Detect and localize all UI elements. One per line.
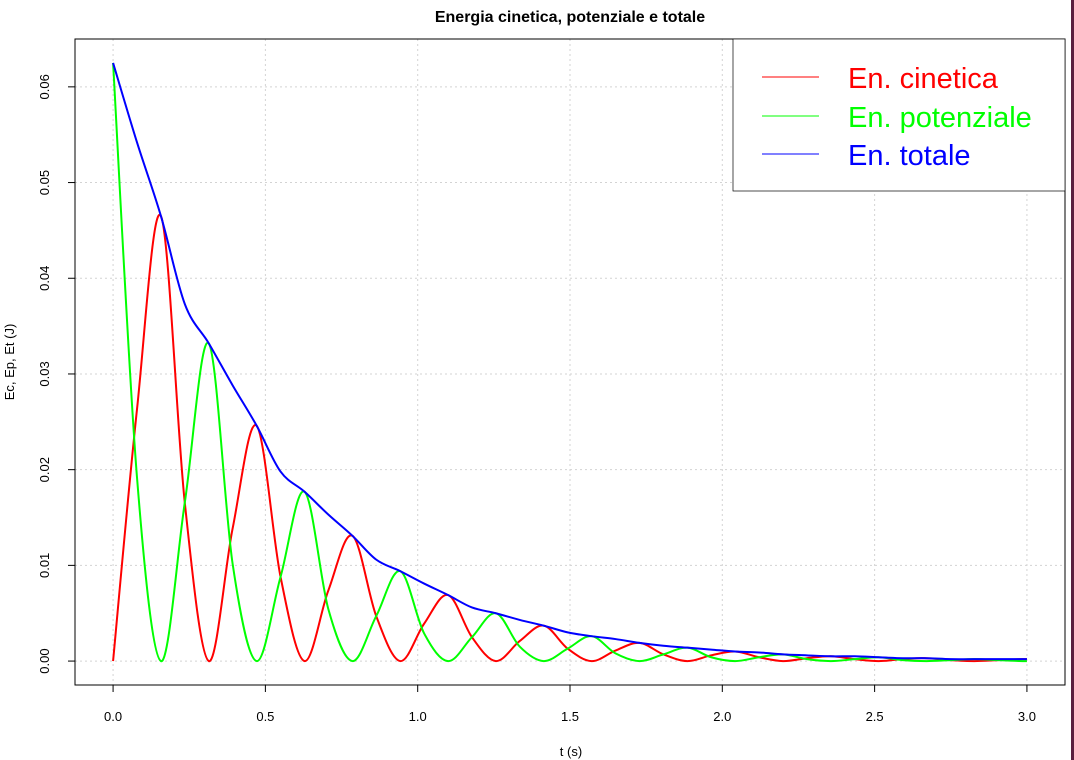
y-tick-label-6: 0.06 <box>37 74 52 99</box>
x-tick-label-2: 1.0 <box>409 709 427 724</box>
y-tick-label-0: 0.00 <box>37 648 52 673</box>
legend-label-totale: En. totale <box>848 140 971 172</box>
x-axis-label: t (s) <box>560 744 582 759</box>
x-tick-label-4: 2.0 <box>713 709 731 724</box>
window-edge <box>1071 0 1074 760</box>
y-tick-label-1: 0.01 <box>37 553 52 578</box>
y-tick-label-2: 0.02 <box>37 457 52 482</box>
series-layer <box>112 62 1027 663</box>
x-tick-label-6: 3.0 <box>1018 709 1036 724</box>
y-tick-label-4: 0.04 <box>37 266 52 291</box>
series-line-2 <box>112 62 1027 661</box>
grid <box>75 39 1065 685</box>
x-tick-label-5: 2.5 <box>866 709 884 724</box>
x-tick-label-1: 0.5 <box>256 709 274 724</box>
x-tick-label-0: 0.0 <box>104 709 122 724</box>
y-tick-label-5: 0.05 <box>37 170 52 195</box>
chart-title: Energia cinetica, potenziale e totale <box>435 9 705 26</box>
legend-box <box>732 38 1066 192</box>
y-tick-label-3: 0.03 <box>37 361 52 386</box>
legend-label-cinetica: En. cinetica <box>848 63 999 95</box>
legend-label-potenziale: En. potenziale <box>848 102 1032 134</box>
series-line-0 <box>112 213 1027 663</box>
x-axis: 0.0 0.5 1.0 1.5 2.0 2.5 3.0 <box>104 684 1036 724</box>
y-axis: 0.00 0.01 0.02 0.03 0.04 0.05 0.06 <box>37 74 76 674</box>
x-tick-label-3: 1.5 <box>561 709 579 724</box>
y-axis-label: Ec, Ep, Et (J) <box>2 324 17 401</box>
legend: En. cinetica En. potenziale En. totale <box>732 38 1066 192</box>
